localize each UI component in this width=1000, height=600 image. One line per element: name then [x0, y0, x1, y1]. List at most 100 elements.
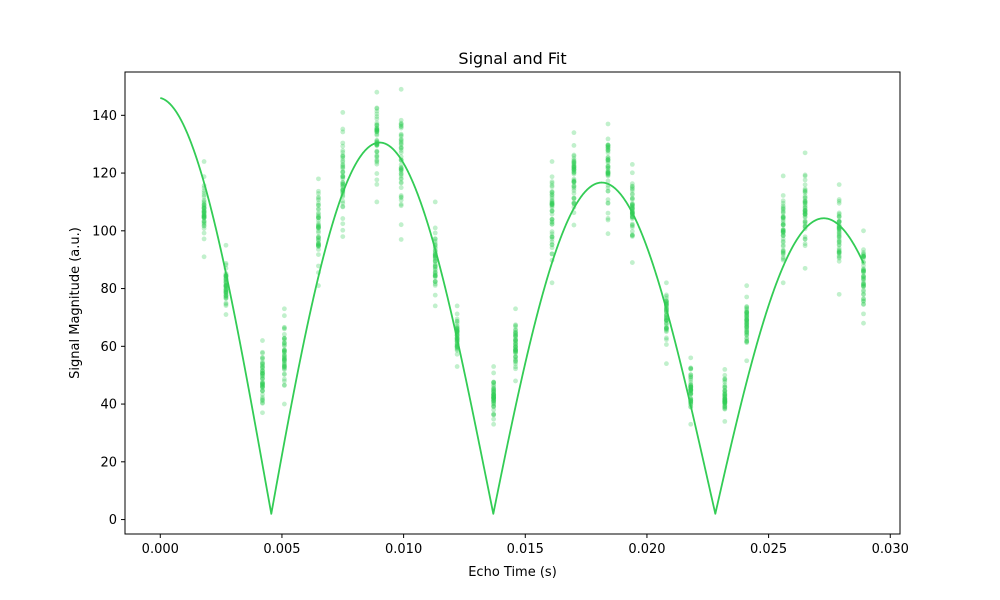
- signal-point: [722, 376, 728, 382]
- signal-point: [549, 179, 555, 185]
- signal-point: [260, 379, 265, 385]
- signal-point: [861, 266, 866, 272]
- signal-point: [398, 185, 404, 191]
- signal-point: [722, 388, 728, 393]
- signal-point: [281, 358, 287, 364]
- signal-point: [374, 114, 380, 119]
- signal-point: [260, 392, 265, 397]
- signal-point: [281, 356, 287, 362]
- signal-point: [513, 329, 518, 335]
- signal-point: [549, 251, 555, 257]
- signal-point: [491, 395, 497, 400]
- signal-point: [836, 213, 842, 219]
- signal-point: [861, 253, 866, 259]
- signal-point: [836, 230, 842, 235]
- signal-point: [549, 192, 555, 198]
- signal-point: [316, 241, 321, 246]
- signal-point: [688, 387, 694, 393]
- signal-point: [432, 273, 438, 279]
- signal-point: [744, 306, 750, 312]
- signal-point: [780, 250, 786, 256]
- signal-point: [605, 169, 611, 175]
- signal-point: [513, 364, 518, 370]
- signal-point: [281, 335, 287, 341]
- signal-point: [513, 339, 518, 345]
- signal-point: [281, 353, 287, 359]
- signal-point: [201, 208, 207, 213]
- signal-point: [281, 349, 287, 355]
- signal-point: [571, 179, 577, 184]
- signal-point: [201, 254, 207, 260]
- signal-point: [398, 144, 404, 150]
- signal-point: [281, 361, 287, 367]
- signal-point: [374, 122, 380, 128]
- signal-point: [688, 391, 694, 397]
- signal-point: [491, 392, 497, 398]
- signal-point: [316, 214, 321, 220]
- signal-point: [201, 223, 207, 229]
- signal-point: [513, 339, 518, 344]
- signal-point: [281, 363, 287, 369]
- signal-point: [802, 207, 808, 213]
- signal-point: [340, 227, 346, 233]
- signal-point: [374, 127, 380, 133]
- signal-point: [260, 359, 265, 365]
- signal-point: [836, 198, 842, 204]
- signal-point: [281, 358, 287, 364]
- y-tick-label: 20: [100, 455, 117, 470]
- signal-point: [223, 290, 229, 296]
- signal-point: [374, 153, 380, 159]
- signal-point: [549, 192, 555, 198]
- signal-point: [432, 273, 438, 279]
- signal-point: [491, 396, 497, 401]
- signal-point: [340, 159, 346, 165]
- signal-point: [374, 153, 380, 158]
- signal-point: [802, 177, 808, 183]
- signal-point: [549, 242, 555, 248]
- signal-point: [454, 323, 460, 329]
- signal-point: [780, 227, 786, 233]
- signal-point: [260, 381, 265, 387]
- signal-point: [374, 143, 380, 149]
- signal-point: [316, 211, 321, 217]
- signal-point: [664, 337, 669, 343]
- signal-point: [281, 340, 287, 346]
- x-tick-label: 0.005: [263, 542, 300, 557]
- signal-point: [491, 395, 497, 401]
- signal-point: [260, 365, 265, 371]
- signal-point: [780, 230, 786, 236]
- signal-point: [744, 315, 750, 321]
- signal-point: [802, 209, 808, 215]
- signal-point: [744, 317, 750, 323]
- signal-point: [861, 263, 866, 269]
- signal-point: [664, 318, 669, 323]
- signal-point: [549, 174, 555, 180]
- signal-point: [340, 174, 346, 179]
- signal-point: [744, 323, 750, 329]
- plot-frame: [124, 71, 901, 535]
- signal-point: [861, 270, 866, 276]
- signal-point: [316, 210, 321, 216]
- signal-point: [454, 316, 460, 322]
- signal-point: [281, 350, 287, 355]
- signal-point: [664, 325, 669, 331]
- signal-point: [398, 197, 404, 203]
- signal-point: [340, 163, 346, 168]
- signal-point: [201, 159, 207, 164]
- signal-point: [744, 313, 750, 319]
- signal-point: [281, 343, 287, 349]
- signal-point: [688, 386, 694, 392]
- signal-point: [316, 224, 321, 230]
- signal-point: [432, 236, 438, 242]
- signal-point: [281, 363, 287, 369]
- signal-point: [605, 145, 611, 151]
- signal-point: [223, 284, 229, 290]
- signal-point: [571, 164, 577, 170]
- signal-point: [281, 354, 287, 360]
- signal-point: [629, 184, 635, 189]
- y-axis-label: Signal Magnitude (a.u.): [68, 227, 83, 379]
- signal-point: [340, 148, 346, 153]
- signal-point: [549, 208, 555, 214]
- signal-point: [744, 329, 750, 335]
- signal-point: [398, 86, 404, 92]
